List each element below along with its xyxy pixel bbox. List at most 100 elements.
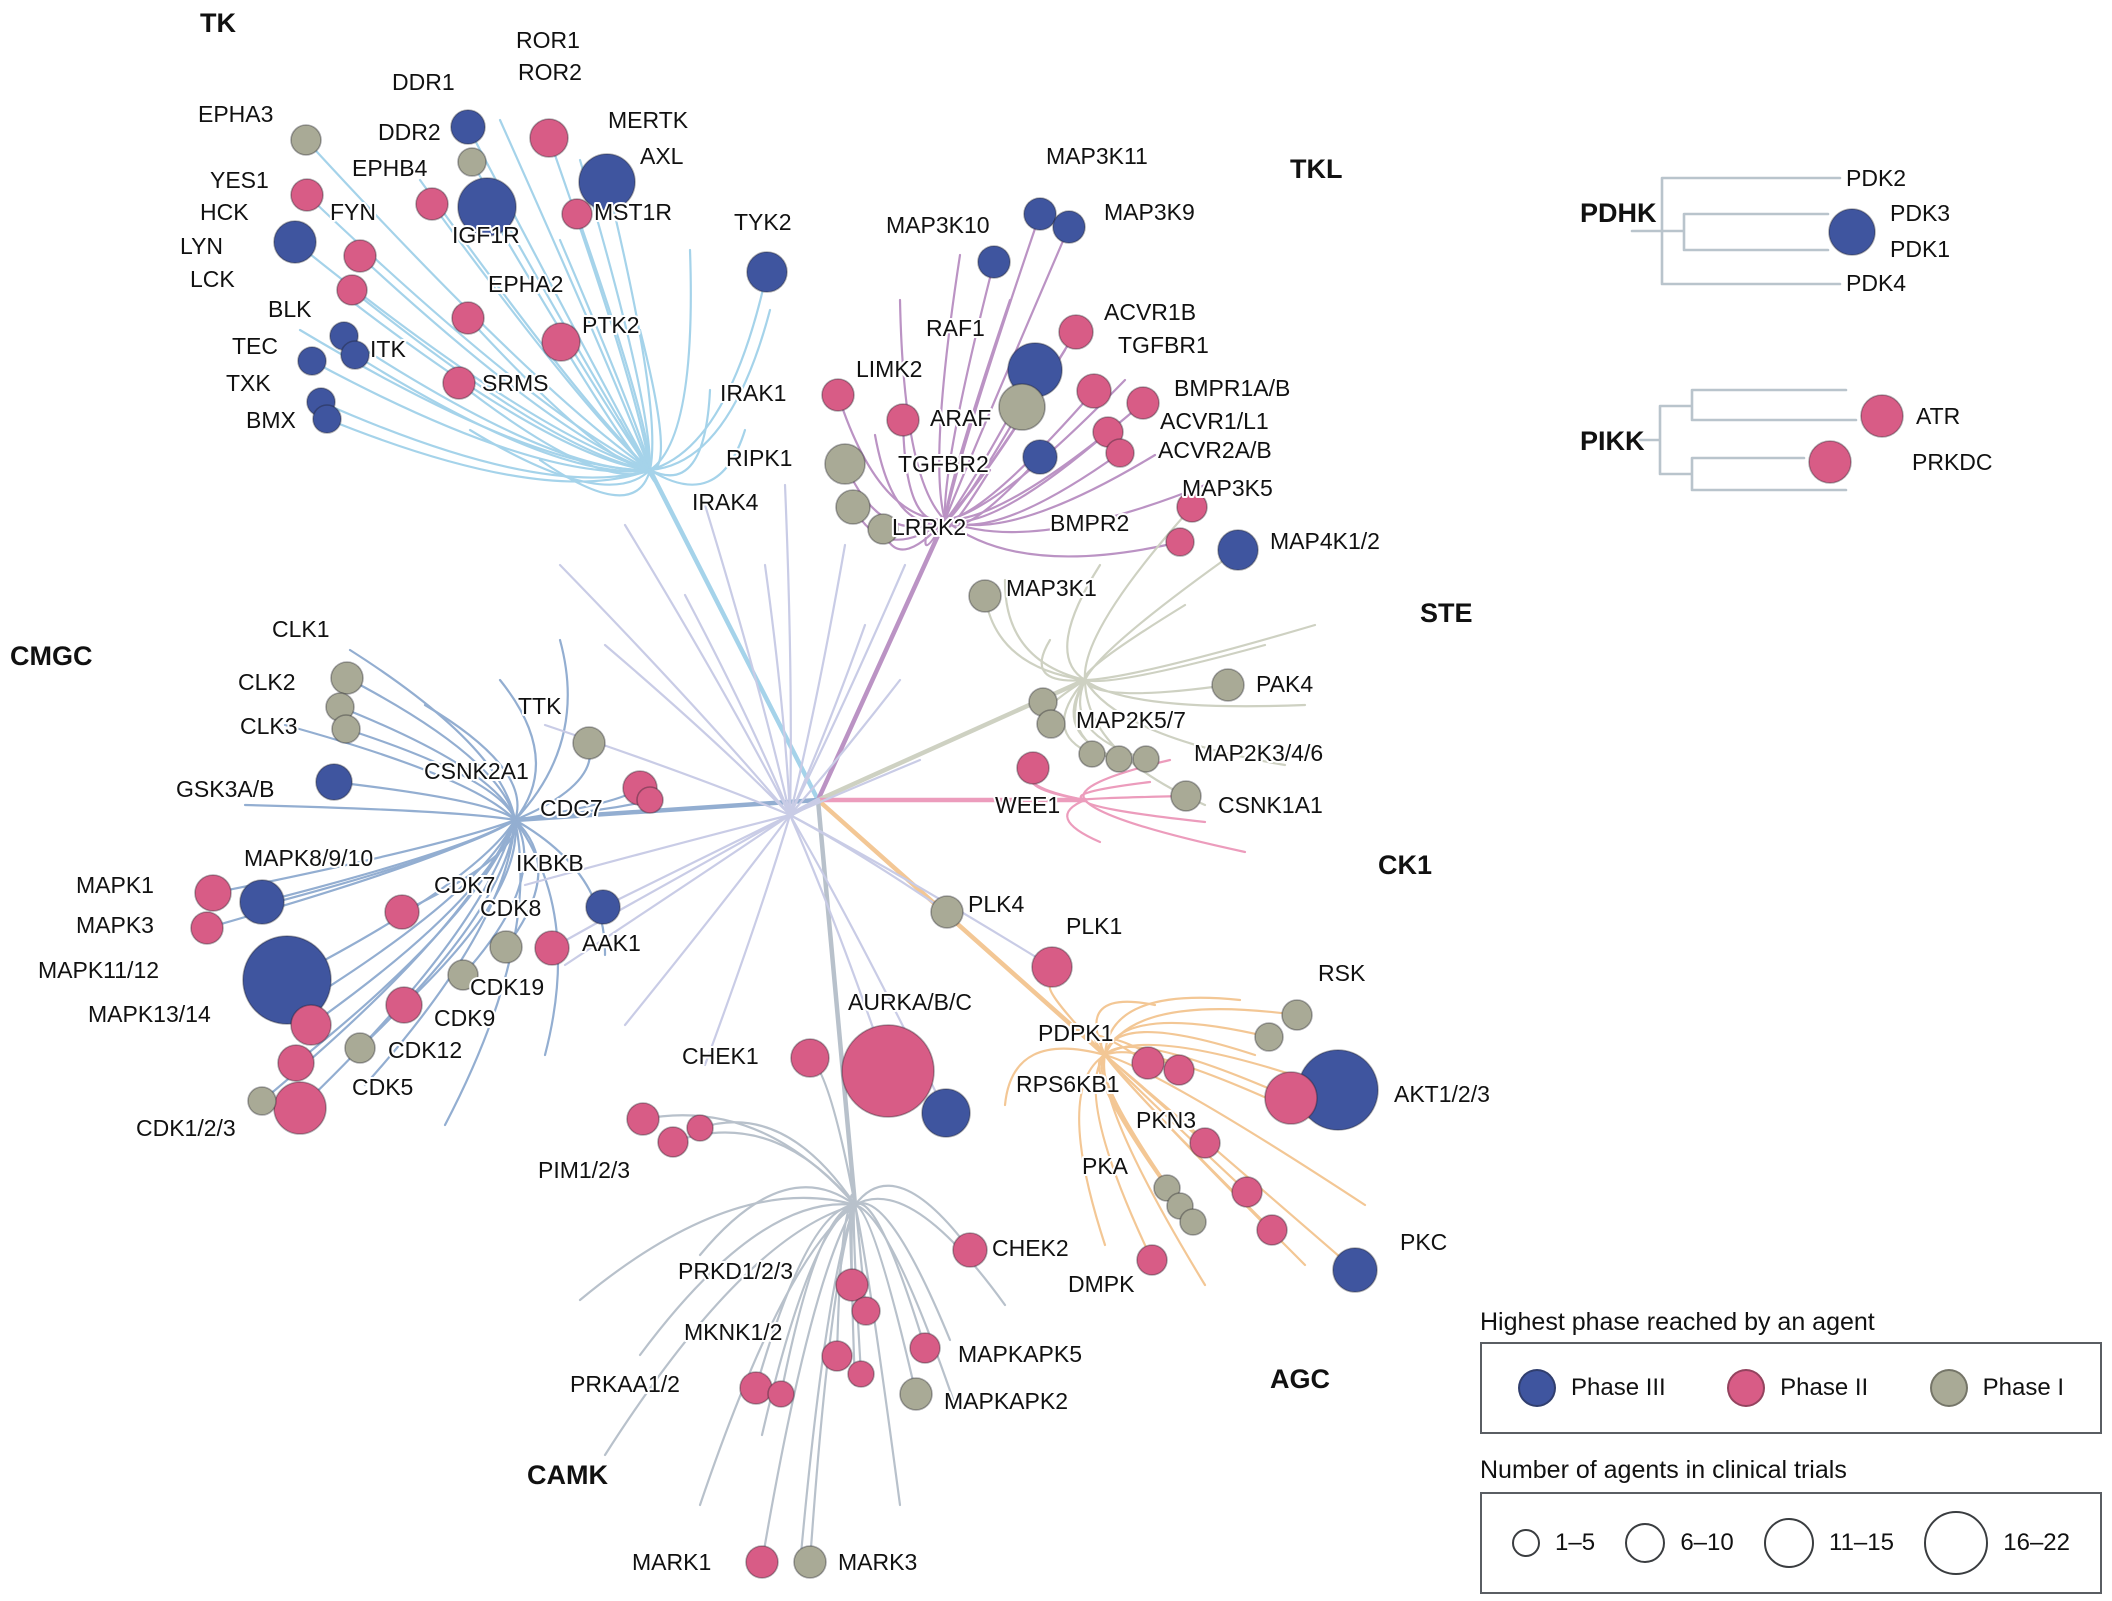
branch-cmgc [513,818,607,957]
node-ARAF [998,383,1046,431]
label-MAPK3: MAPK3 [76,912,154,938]
branch-tkl [943,430,1110,523]
branch-agc [1103,1021,1271,1057]
node-PKN3 [1189,1127,1221,1159]
node-MAP3K10 [977,245,1011,279]
label-ROR2: ROR2 [518,59,582,85]
node-CDK9 [385,986,423,1024]
branch-cmgc [348,648,517,822]
nodes-layer [190,109,1904,1579]
node-YES1 [290,178,324,212]
label-LRRK2: LRRK2 [892,514,966,540]
label-BMPR1A/B: BMPR1A/B [1174,375,1290,401]
label-TGFBR1: TGFBR1 [1118,332,1209,358]
label-CDK8: CDK8 [480,895,541,921]
label-DDR2: DDR2 [378,119,441,145]
branch-camk [808,1203,857,1564]
label-ROR1: ROR1 [516,27,580,53]
node-TTK [572,726,606,760]
phase-ii-label: Phase II [1780,1374,1869,1401]
branch-ste [1083,678,1230,695]
branch-other [788,678,902,817]
node-PRKAA1/2 [767,1380,795,1408]
node-ACVR1B [1058,314,1094,350]
node-LIMK2 [886,403,920,437]
branch-tkl [943,212,1042,522]
label-CLK3: CLK3 [240,713,298,739]
node-MKNK1/2 [847,1360,875,1388]
label-ACVR2A/B: ACVR2A/B [1158,437,1272,463]
label-GSK3A/B: GSK3A/B [176,776,274,802]
label-RSK: RSK [1318,960,1366,986]
branch-tk [648,270,769,472]
label-CAMK: CAMK [527,1460,608,1490]
legend-size-box: 1–5 6–10 11–15 16–22 [1480,1492,2102,1594]
legend-size-16-22: 16–22 [1924,1511,2070,1575]
branch-tk [648,428,747,486]
branch-trunk-cmgc [512,797,821,823]
branch-other [683,593,792,817]
label-PDK2: PDK2 [1846,165,1906,191]
label-CDK12: CDK12 [388,1037,462,1063]
node-BMPR2 [1165,527,1195,557]
size-16-22-swatch [1924,1511,1989,1575]
label-MAPKAPK2: MAPKAPK2 [944,1388,1068,1414]
label-CSNK2A1: CSNK2A1 [424,758,529,784]
label-CMGC: CMGC [10,641,93,671]
label-TXK: TXK [226,370,271,396]
branch-tkl [873,433,947,524]
branch-agc [1093,1034,1150,1065]
label-IRAK1: IRAK1 [720,380,786,406]
label-PDK3: PDK3 [1890,200,1950,226]
label-LYN: LYN [180,233,223,259]
label-IGF1R: IGF1R [452,222,520,248]
node-TGFBR1 [1076,373,1112,409]
node-IRAK4 [835,489,871,525]
branch-tk [578,158,652,472]
branch-ste [1066,563,1102,682]
node-CLK3 [331,714,361,744]
label-TEC: TEC [232,333,278,359]
branch-tkl [901,418,947,522]
size-1-5-label: 1–5 [1555,1529,1596,1556]
label-ARAF: ARAF [930,405,991,431]
branch-other [703,503,792,817]
label-MAP3K10: MAP3K10 [886,212,990,238]
label-PIM1/2/3: PIM1/2/3 [538,1157,630,1183]
label-PLK1: PLK1 [1066,913,1122,939]
branch-tk [304,138,652,472]
branch-cmgc [283,723,517,822]
legend-size-11-15: 11–15 [1764,1518,1894,1568]
branch-camk [754,1203,857,1390]
node-ROR1/ROR2 [529,118,569,158]
node-IKBKB [585,889,621,925]
node-DMPK [1136,1244,1168,1276]
label-DMPK: DMPK [1068,1271,1135,1297]
label-STE: STE [1420,598,1473,628]
label-MAP3K11: MAP3K11 [1046,143,1148,169]
label-MAPK1: MAPK1 [76,872,154,898]
node-TYK2 [746,251,788,293]
branch-cmgc [513,818,560,1057]
size-1-5-swatch [1512,1529,1540,1557]
node-CDK8 [489,930,523,964]
branch-camk [853,1197,1007,1307]
node-CLK1 [330,661,364,695]
node-AURKA/B/C [841,1024,935,1118]
node-MAP2K3/4/6 [1105,745,1133,773]
label-MAP3K9: MAP3K9 [1104,199,1195,225]
branch-tk [342,334,652,472]
branch-tkl [943,225,1071,522]
branch-camk [853,1203,918,1396]
branch-trunk-agc [815,797,1108,1058]
label-FYN: FYN [330,199,376,225]
label-IKBKB: IKBKB [516,850,584,876]
label-PKA: PKA [1082,1153,1129,1179]
label-TKL: TKL [1290,154,1342,184]
node-PRKAA1/2 [739,1371,773,1405]
node-LCK [336,274,368,306]
branch-ste [1083,678,1287,767]
branch-cmgc [332,780,517,822]
label-PDK1: PDK1 [1890,236,1950,262]
